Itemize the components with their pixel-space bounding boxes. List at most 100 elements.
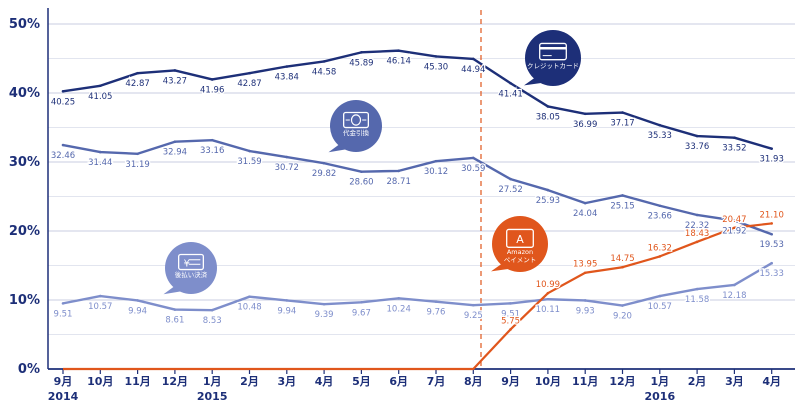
x-tick-label: 12月 bbox=[162, 375, 188, 388]
data-labels: 40.25 41.05 42.87 43.27 41.96 42.87 43.84 44.58… bbox=[50, 55, 786, 327]
data-label: 9.94 bbox=[128, 306, 147, 316]
data-point bbox=[248, 71, 251, 75]
data-point bbox=[546, 188, 550, 192]
data-point bbox=[397, 49, 401, 52]
data-point bbox=[360, 51, 363, 54]
bubble-label: ペイメント bbox=[504, 256, 537, 264]
cash-on-delivery-bubble: 代金引換 bbox=[328, 100, 382, 153]
series-line bbox=[62, 262, 773, 312]
series-line bbox=[62, 138, 773, 236]
data-label: 25.15 bbox=[610, 201, 634, 211]
bubble-body bbox=[330, 100, 382, 152]
data-point bbox=[509, 177, 512, 181]
data-label: 13.95 bbox=[573, 260, 597, 270]
x-tick-label: 12月 bbox=[609, 375, 635, 388]
data-label: 10.48 bbox=[237, 303, 261, 313]
bubble-label: 代金引換 bbox=[343, 128, 370, 137]
year-label: 2014 bbox=[48, 390, 79, 403]
x-tick-label: 5月 bbox=[352, 375, 371, 388]
data-point bbox=[583, 299, 587, 302]
x-tick-label: 4月 bbox=[762, 375, 781, 388]
data-label: 9.67 bbox=[352, 308, 371, 318]
data-label: 14.75 bbox=[610, 254, 634, 264]
data-point bbox=[210, 78, 214, 81]
y-tick-label: 20% bbox=[9, 224, 40, 239]
data-point bbox=[733, 283, 736, 287]
y-tick-label: 30% bbox=[9, 155, 40, 170]
data-point bbox=[61, 89, 65, 93]
data-point bbox=[397, 297, 401, 300]
data-label: 22.32 bbox=[685, 221, 709, 231]
x-tick-label: 3月 bbox=[725, 375, 744, 388]
data-label: 30.12 bbox=[424, 167, 448, 177]
credit-card-icon bbox=[539, 42, 567, 61]
data-label: 31.93 bbox=[760, 155, 784, 165]
x-tick-label: 8月 bbox=[464, 375, 483, 388]
data-label: 10.24 bbox=[387, 304, 411, 314]
bubble-label: 後払い決済 bbox=[175, 270, 208, 279]
x-tick-label: 4月 bbox=[315, 375, 334, 388]
data-label: 36.99 bbox=[573, 120, 597, 130]
data-label: 20.47 bbox=[722, 215, 746, 225]
data-point bbox=[99, 294, 102, 298]
data-point bbox=[583, 201, 587, 205]
data-point bbox=[472, 156, 475, 160]
data-point bbox=[583, 112, 587, 116]
data-point bbox=[770, 222, 773, 225]
data-point bbox=[695, 134, 699, 138]
data-label: 30.59 bbox=[461, 164, 485, 174]
data-label: 31.19 bbox=[125, 160, 149, 170]
data-label: 33.76 bbox=[685, 142, 709, 152]
data-label: 33.16 bbox=[200, 146, 224, 156]
data-label: 9.20 bbox=[613, 312, 632, 322]
data-label: 38.05 bbox=[536, 112, 560, 122]
cash-on-delivery-icon bbox=[342, 111, 369, 129]
data-label: 8.53 bbox=[203, 316, 222, 326]
data-point bbox=[658, 204, 662, 208]
series-lines bbox=[61, 49, 773, 371]
data-label: 9.93 bbox=[576, 306, 595, 316]
data-label: 42.87 bbox=[237, 79, 261, 89]
data-label: 10.57 bbox=[648, 302, 672, 312]
data-point bbox=[210, 308, 214, 312]
data-label: 9.94 bbox=[277, 306, 296, 316]
data-point bbox=[434, 55, 438, 58]
data-label: 28.60 bbox=[349, 178, 373, 188]
data-point bbox=[136, 71, 139, 75]
data-point bbox=[621, 304, 624, 307]
data-point bbox=[285, 299, 289, 302]
data-point bbox=[770, 232, 773, 236]
data-label: 9.51 bbox=[54, 309, 73, 319]
data-label: 37.17 bbox=[610, 119, 634, 129]
data-point bbox=[733, 226, 736, 230]
y-tick-label: 0% bbox=[18, 362, 40, 377]
data-label: 40.25 bbox=[51, 97, 75, 107]
data-label: 28.71 bbox=[387, 177, 411, 187]
data-label: 43.84 bbox=[275, 73, 299, 83]
bubble-label: Amazon bbox=[507, 248, 533, 256]
x-tick-label: 3月 bbox=[277, 375, 296, 388]
deferred-payment-bubble: ¥後払い決済 bbox=[163, 242, 217, 295]
data-label: 8.61 bbox=[165, 316, 184, 326]
data-label: 10.99 bbox=[536, 280, 560, 290]
data-label: 45.30 bbox=[424, 62, 448, 72]
y-tick-label: 40% bbox=[9, 86, 40, 101]
data-label: 31.59 bbox=[237, 157, 261, 167]
data-point bbox=[173, 308, 177, 311]
data-point bbox=[173, 140, 177, 144]
data-label: 41.41 bbox=[498, 89, 522, 99]
data-point bbox=[210, 138, 214, 142]
data-label: 10.57 bbox=[88, 302, 112, 312]
x-tick-label: 1月 bbox=[650, 375, 669, 388]
data-label: 5.75 bbox=[501, 316, 520, 326]
svg-text:¥: ¥ bbox=[184, 259, 190, 270]
data-point bbox=[621, 111, 624, 114]
data-label: 45.89 bbox=[349, 58, 373, 68]
data-point bbox=[322, 161, 326, 165]
data-point bbox=[285, 155, 289, 159]
data-label: 23.66 bbox=[648, 212, 672, 222]
data-label: 32.46 bbox=[51, 151, 75, 161]
data-label: 18.43 bbox=[685, 229, 709, 239]
credit-card-bubble: クレジットカード bbox=[524, 30, 581, 86]
